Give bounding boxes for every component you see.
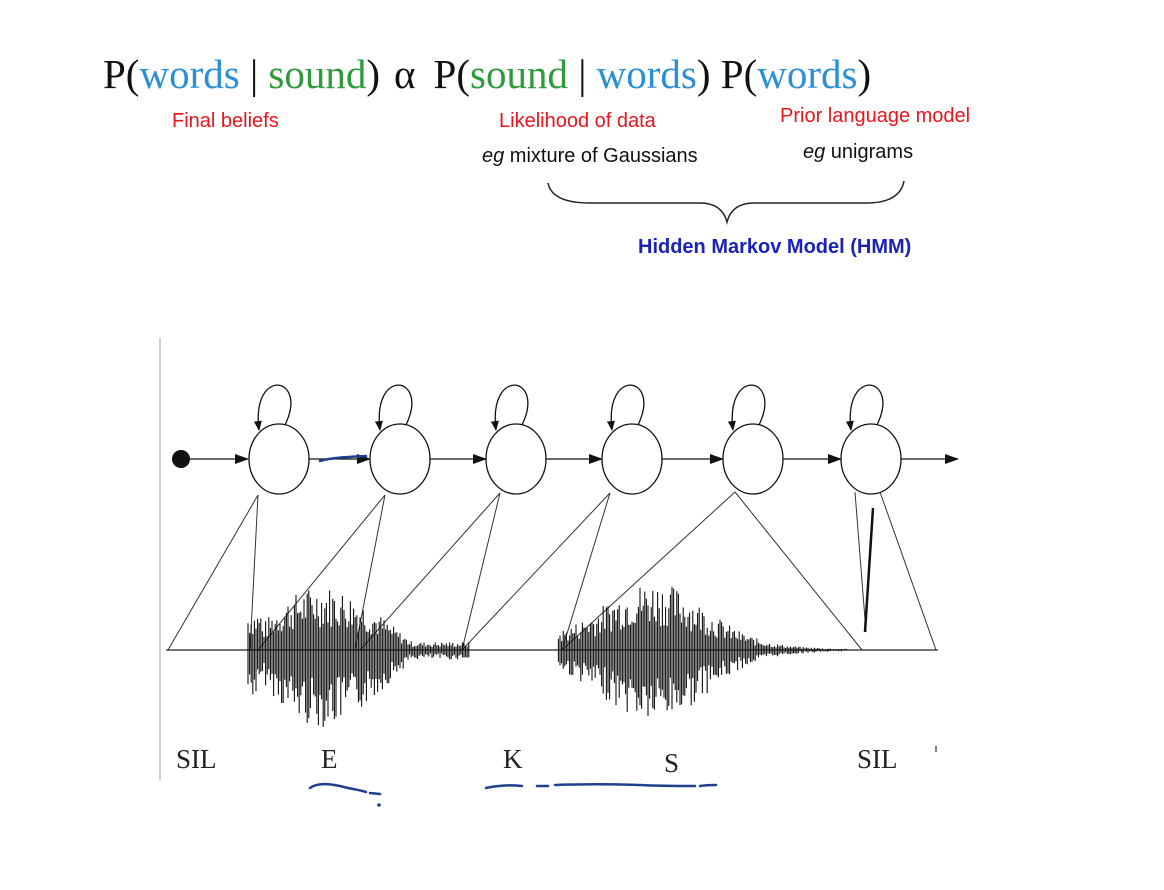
hmm-state-5 (722, 423, 784, 495)
prior-detail: unigrams (825, 141, 914, 163)
self-loop-1 (253, 384, 292, 431)
likelihood-eg: eg (482, 145, 505, 167)
formula-close-3: ) (857, 51, 872, 97)
self-loop-5 (727, 384, 766, 431)
state-projections (167, 491, 937, 651)
phoneme-label-sil-end: SIL (857, 744, 898, 774)
formula-words-2: words (596, 51, 697, 97)
pen-mark-arrow (318, 454, 368, 463)
phoneme-label-e: E (321, 744, 338, 774)
formula-sep-1: | (239, 51, 269, 97)
formula-p-open-3: P( (710, 51, 758, 97)
hmm-state-4 (601, 423, 663, 495)
self-loop-6 (845, 384, 884, 431)
pen-underline-e (308, 782, 368, 794)
likelihood-label: Likelihood of data (499, 110, 656, 132)
speech-waveform (247, 586, 849, 727)
formula-sound-2: sound (469, 51, 568, 97)
pen-dash-e (368, 791, 382, 796)
formula-close-1: ) (366, 51, 381, 97)
projection-line-9 (561, 491, 736, 651)
hmm-state-6 (840, 423, 902, 495)
likelihood-detail: mixture of Gaussians (504, 145, 698, 167)
phoneme-label-k: K (503, 744, 523, 774)
projection-line-bold (863, 507, 875, 633)
projection-line-8 (561, 492, 611, 651)
projection-line-1 (167, 494, 259, 651)
waveform-strokes (247, 586, 849, 727)
self-loop-4 (606, 384, 645, 431)
start-node (172, 450, 190, 468)
self-loop-2 (374, 384, 413, 431)
pen-dot-e (377, 803, 381, 807)
phoneme-label-sil-start: SIL (176, 744, 217, 774)
projection-line-5 (359, 492, 501, 651)
projection-line-10 (734, 491, 863, 651)
prior-label: Prior language model (780, 105, 971, 127)
curly-brace (547, 180, 905, 225)
final-beliefs-label: Final beliefs (172, 110, 279, 132)
formula-close-2: ) (696, 51, 711, 97)
self-loop-3 (490, 384, 529, 431)
hmm-state-1 (248, 423, 310, 495)
proportional-symbol: α (394, 51, 416, 97)
formula-p-open-1: P( (103, 51, 140, 97)
phoneme-label-s: S (664, 748, 679, 778)
projection-line-7 (461, 492, 611, 651)
prior-eg: eg (803, 141, 826, 163)
projection-line-6 (461, 492, 501, 651)
projection-line-12 (879, 491, 937, 651)
formula-p-open-2: P( (433, 51, 470, 97)
hmm-state-3 (485, 423, 547, 495)
formula-sep-2: | (567, 51, 597, 97)
projection-line-3 (257, 494, 386, 651)
projection-line-11 (854, 491, 867, 633)
projection-line-2 (249, 494, 259, 651)
bayes-formula: P(words | sound) α P(sound | words) P(word… (103, 48, 871, 100)
pen-underline-ks (484, 783, 718, 790)
likelihood-example: eg mixture of Gaussians (482, 145, 698, 168)
formula-sound-1: sound (268, 51, 367, 97)
formula-words-1: words (139, 51, 240, 97)
formula-words-3: words (757, 51, 858, 97)
prior-example: eg unigrams (803, 141, 913, 164)
hmm-state-2 (369, 423, 431, 495)
hmm-label: Hidden Markov Model (HMM) (638, 236, 912, 258)
hmm-states (248, 423, 902, 495)
